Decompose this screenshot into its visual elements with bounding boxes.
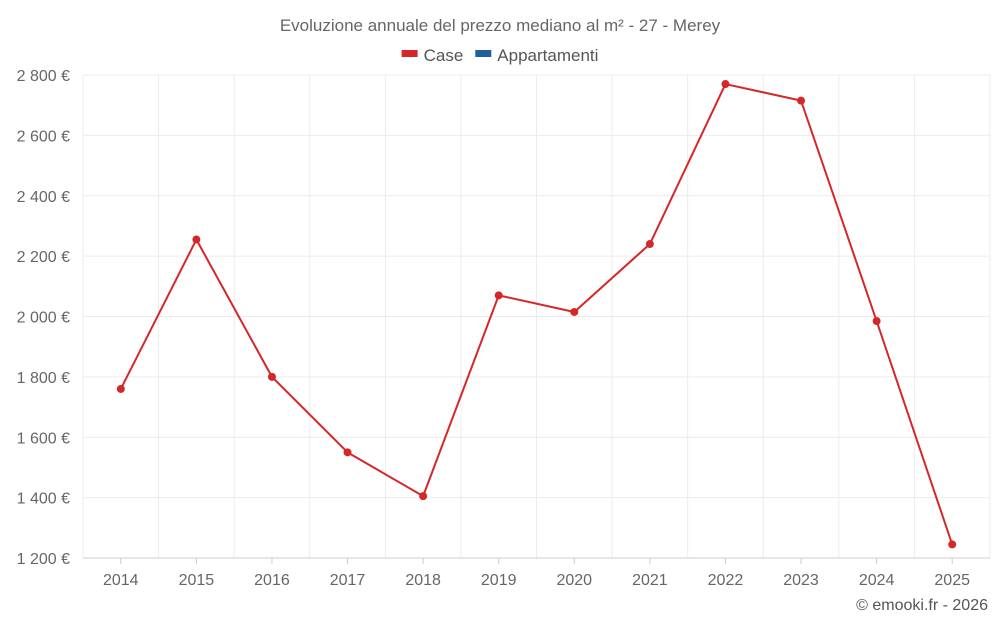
data-point[interactable]: [721, 80, 730, 89]
grid: [82, 74, 991, 558]
x-tick-label: 2025: [934, 572, 970, 589]
x-tick-label: 2022: [708, 572, 744, 589]
x-axis: 2014 2015 2016 2017 2018 2019 2020 2021 2022 2023…: [83, 557, 990, 589]
y-tick-label: 2 600 €: [17, 128, 70, 145]
y-tick-label: 1 800 €: [17, 370, 70, 387]
x-tick-label: 2019: [481, 572, 517, 589]
chart-title: Evoluzione annuale del prezzo mediano al…: [280, 16, 721, 35]
x-tick-label: 2018: [405, 572, 441, 589]
data-point[interactable]: [343, 448, 352, 457]
y-axis: 1 200 € 1 400 € 1 600 € 1 800 € 2 000 € 2 200…: [17, 68, 70, 568]
x-tick-label: 2020: [556, 572, 592, 589]
data-point[interactable]: [797, 96, 806, 105]
data-point[interactable]: [192, 235, 201, 244]
data-point[interactable]: [645, 240, 654, 249]
x-tick-label: 2023: [783, 572, 819, 589]
x-tick-label: 2014: [103, 572, 139, 589]
y-tick-label: 2 000 €: [17, 310, 70, 327]
data-point[interactable]: [948, 540, 957, 549]
y-tick-label: 2 800 €: [17, 68, 70, 85]
x-tick-label: 2017: [330, 572, 366, 589]
y-tick-label: 1 400 €: [17, 491, 70, 508]
x-tick-label: 2015: [179, 572, 215, 589]
data-point[interactable]: [267, 372, 276, 381]
x-tick-label: 2016: [254, 572, 290, 589]
x-tick-label: 2024: [859, 572, 895, 589]
data-point[interactable]: [570, 307, 579, 316]
x-tick-label: 2021: [632, 572, 668, 589]
y-tick-label: 2 200 €: [17, 249, 70, 266]
data-point[interactable]: [494, 291, 503, 300]
plot-area: [116, 80, 957, 549]
data-point[interactable]: [419, 492, 428, 501]
y-tick-label: 1 600 €: [17, 430, 70, 447]
y-tick-label: 1 200 €: [17, 551, 70, 568]
legend-label[interactable]: Appartamenti: [497, 46, 598, 65]
credit: © emooki.fr - 2026: [856, 597, 988, 614]
series-line-case: [119, 83, 954, 545]
legend-swatch-appartamenti[interactable]: [475, 50, 492, 57]
legend-swatch-case[interactable]: [401, 50, 418, 57]
legend: Case Appartamenti: [401, 46, 598, 65]
y-tick-label: 2 400 €: [17, 189, 70, 206]
data-point[interactable]: [116, 384, 125, 393]
data-point[interactable]: [872, 317, 881, 326]
legend-label[interactable]: Case: [424, 46, 464, 65]
